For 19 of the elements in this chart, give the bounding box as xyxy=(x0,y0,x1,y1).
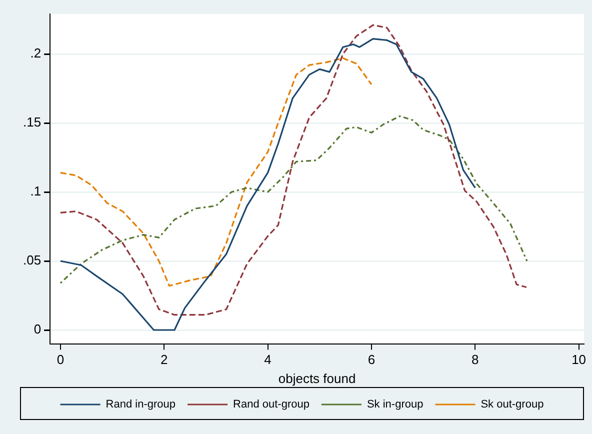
y-tick-label: .2 xyxy=(30,46,42,61)
x-axis-title: objects found xyxy=(278,370,356,386)
line-series xyxy=(60,57,372,287)
x-tick-label: 2 xyxy=(160,352,168,368)
x-tick-label: 8 xyxy=(472,352,479,368)
x-tick-label: 6 xyxy=(368,352,376,368)
y-tick-label: .15 xyxy=(22,114,42,130)
legend-label: Rand in-group xyxy=(106,398,176,411)
legend-label: Rand out-group xyxy=(233,398,310,411)
x-tick-label: 0 xyxy=(56,352,64,368)
y-tick-label: 0 xyxy=(34,322,42,337)
line-series xyxy=(60,24,528,316)
legend-label: Sk out-group xyxy=(480,398,544,411)
y-tick-label: .05 xyxy=(22,252,42,268)
y-tick-label: .1 xyxy=(30,184,42,199)
x-tick-label: 4 xyxy=(264,352,272,368)
x-tick-label: 10 xyxy=(572,352,586,368)
line-series xyxy=(60,115,528,284)
legend-label: Sk in-group xyxy=(366,398,424,411)
